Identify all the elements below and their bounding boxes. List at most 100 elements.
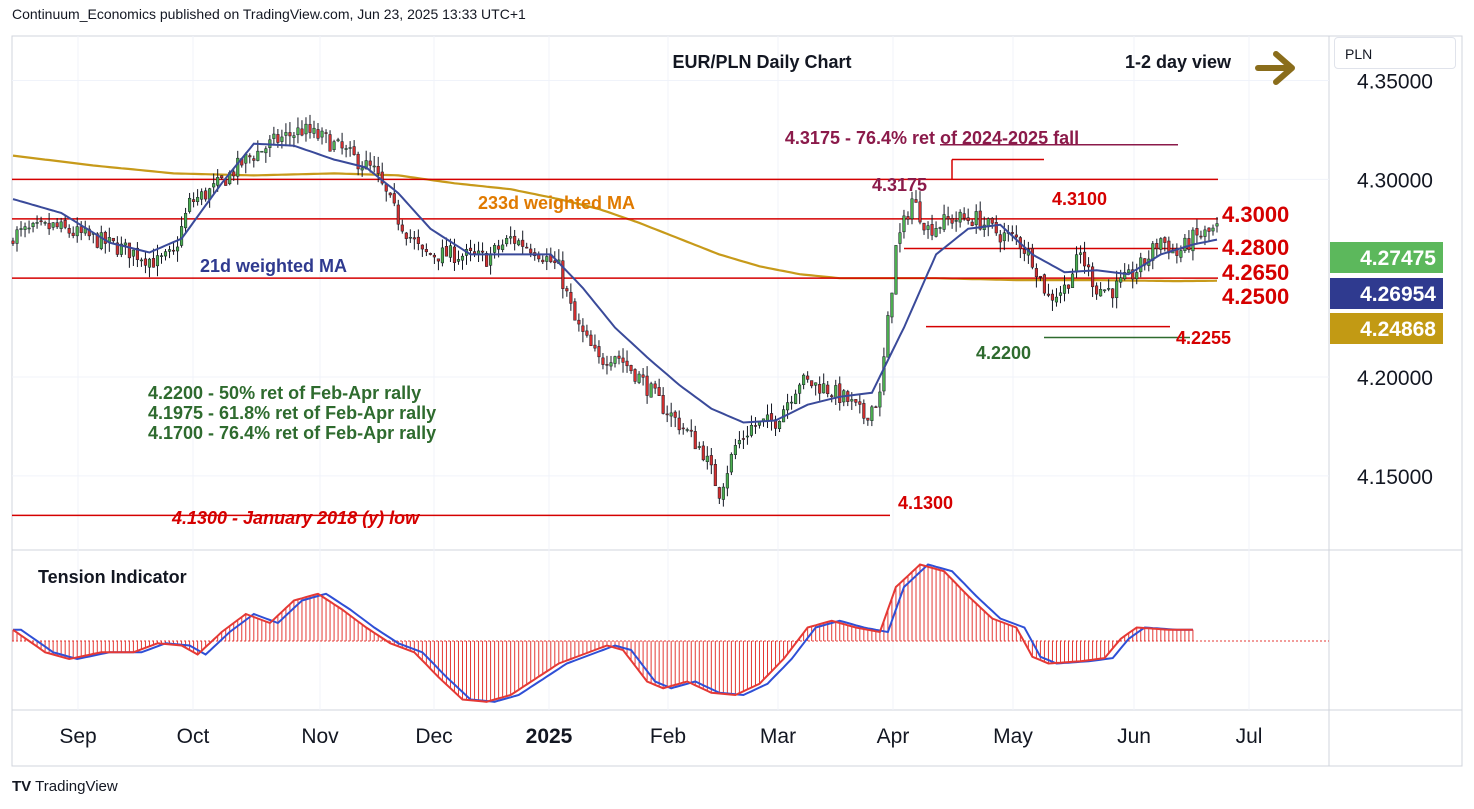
x-tick-label: Nov <box>301 725 339 748</box>
currency-selector[interactable]: PLN <box>1334 37 1456 69</box>
candle-body <box>601 357 605 365</box>
candle-body <box>460 255 465 261</box>
candle-body <box>617 355 621 359</box>
candle-body <box>328 134 332 152</box>
tradingview-logo-text: TradingView <box>35 778 118 795</box>
candle-body <box>906 216 910 220</box>
candle-body <box>902 215 906 233</box>
candle-body <box>629 365 633 372</box>
candle-body <box>1091 266 1095 288</box>
candle-body <box>139 259 143 262</box>
ma21-series <box>12 142 1218 424</box>
candle-body <box>372 165 376 168</box>
candle-body <box>529 248 533 254</box>
x-tick-label: Apr <box>877 725 910 748</box>
candle-body <box>802 374 806 385</box>
candle-body <box>119 243 123 255</box>
candle-body <box>513 235 517 244</box>
candle-body <box>63 219 67 228</box>
candle-body <box>1014 234 1018 238</box>
candle-body <box>1127 269 1131 273</box>
candle-body <box>958 211 962 223</box>
ma21-price-badge: 4.26954 <box>1330 278 1443 309</box>
ma233-price-value: 4.24868 <box>1360 318 1436 341</box>
candle-body <box>645 375 649 396</box>
candle-body <box>99 232 103 249</box>
candle-body <box>561 260 565 289</box>
candle-body <box>994 222 998 234</box>
level-4-2800-label: 4.2800 <box>1222 235 1289 260</box>
level-4-2200-label: 4.2200 <box>976 343 1031 363</box>
tradingview-logo[interactable]: TV TradingView <box>12 778 118 795</box>
candle-body <box>320 130 324 138</box>
candle-body <box>886 315 890 358</box>
candle-body <box>163 251 168 257</box>
candle-body <box>396 204 400 225</box>
x-tick-label: Feb <box>650 725 686 748</box>
candle-body <box>593 344 597 349</box>
candle-body <box>713 464 717 487</box>
tension-indicator-label: Tension Indicator <box>38 567 187 587</box>
candle-body <box>364 160 368 170</box>
candle-body <box>23 226 27 230</box>
candle-body <box>280 136 284 142</box>
axis-labels: 4.35000 4.30000 4.20000 4.15000 Sep Oct Nov Dec… <box>59 70 1433 748</box>
candle-body <box>850 399 854 402</box>
candle-body <box>1107 288 1111 290</box>
candle-body <box>192 199 196 202</box>
candle-body <box>468 247 473 251</box>
candle-body <box>260 150 264 153</box>
chart-frame <box>11 35 1463 767</box>
candle-body <box>1195 228 1199 236</box>
candle-body <box>990 218 994 224</box>
candle-body <box>360 167 364 171</box>
candle-body <box>838 383 842 403</box>
candle-body <box>485 253 489 267</box>
candle-body <box>292 135 296 138</box>
candle-body <box>428 253 432 255</box>
candle-body <box>272 133 276 139</box>
candle-body <box>1054 296 1059 303</box>
candle-body <box>721 486 725 500</box>
level-4-3175-label: 4.3175 <box>872 175 927 195</box>
candle-body <box>541 259 545 263</box>
candle-body <box>942 214 946 230</box>
candle-body <box>55 222 59 228</box>
candle-body <box>35 222 39 224</box>
candle-body <box>597 346 601 358</box>
arrow-right-icon <box>1255 51 1295 85</box>
candle-body <box>609 362 613 367</box>
candle-body <box>765 414 770 422</box>
candle-body <box>404 232 408 239</box>
candle-body <box>665 413 669 416</box>
candle-body <box>697 446 701 448</box>
candle-body <box>380 171 384 184</box>
candle-body <box>332 141 336 150</box>
candle-body <box>854 399 858 403</box>
chart-title: EUR/PLN Daily Chart <box>672 52 851 72</box>
candle-body <box>950 217 954 224</box>
candle-body <box>264 148 268 154</box>
candle-body <box>834 385 838 399</box>
ma233-label: 233d weighted MA <box>478 193 635 213</box>
candle-body <box>729 454 733 473</box>
candle-body <box>930 224 934 236</box>
x-tick-label: May <box>993 725 1033 748</box>
candle-body <box>786 402 790 411</box>
candle-body <box>605 364 609 366</box>
candle-body <box>472 251 477 254</box>
candle-body <box>1030 247 1034 268</box>
candle-body <box>1119 277 1123 283</box>
candle-body <box>954 220 958 222</box>
candle-body <box>790 401 794 404</box>
candle-body <box>918 201 922 223</box>
january-2018-low-label: 4.1300 - January 2018 (y) low <box>171 508 420 528</box>
candle-body <box>296 127 300 136</box>
candle-body <box>212 183 216 188</box>
candle-body <box>344 148 348 150</box>
candle-body <box>304 123 308 135</box>
candle-body <box>444 246 448 257</box>
candle-body <box>553 260 557 264</box>
candle-body <box>966 217 970 221</box>
